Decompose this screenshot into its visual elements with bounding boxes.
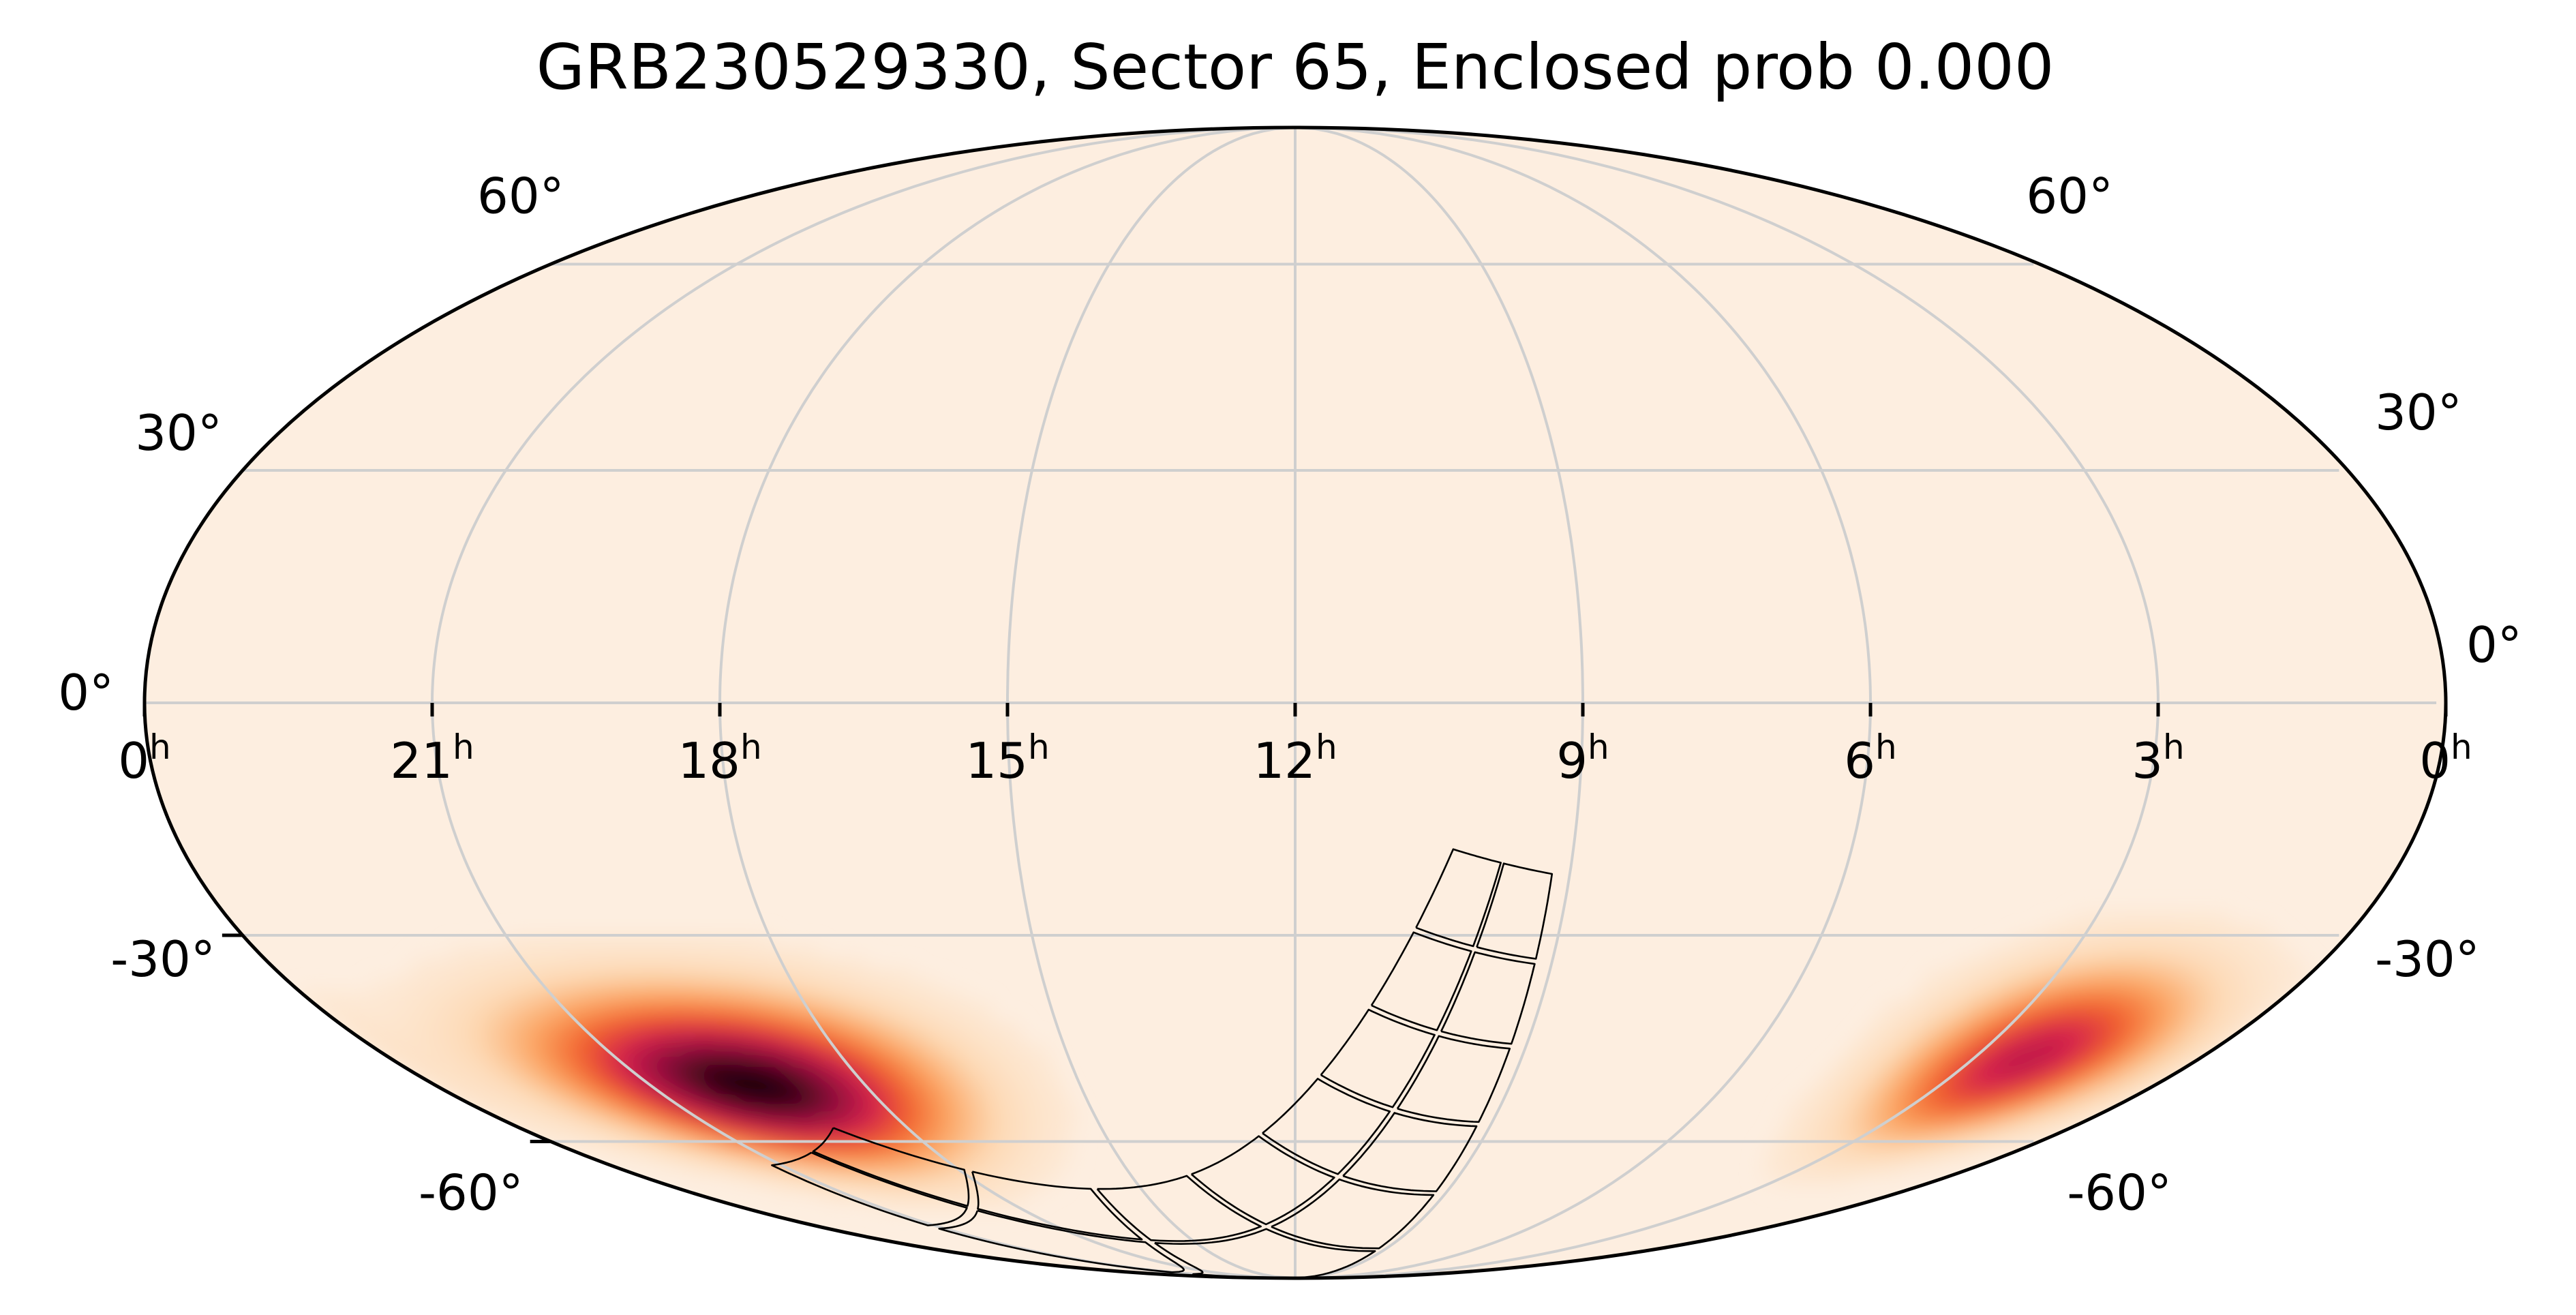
ra-tick-label: 18h <box>678 727 761 789</box>
ccd-outline <box>1154 1228 1376 1278</box>
ccd-outline <box>938 1209 1185 1273</box>
ccd-outline <box>971 1170 1143 1241</box>
axis-ticks <box>142 703 2448 1143</box>
ccd-outline <box>1190 1135 1335 1226</box>
axis-labels: 0h 21h 18h 15h 12h 9h 6h 3h 0h 60° 60° 30° 30° 0° 0° -3… <box>58 168 2522 1222</box>
prob-cell <box>1982 946 2014 958</box>
probability-heatmap <box>297 911 2318 1210</box>
ra-tick-label: 0h <box>118 727 171 789</box>
prob-cell <box>368 978 404 991</box>
ra-tick-label: 15h <box>965 727 1049 789</box>
ra-tick-label: 0h <box>2419 727 2472 789</box>
ccd-outline <box>1476 862 1554 960</box>
ra-tick-label: 3h <box>2132 727 2185 789</box>
ccd-outline <box>771 1151 968 1226</box>
ccd-outline <box>1342 1112 1478 1192</box>
dec-tick-label-left: 60° <box>477 168 564 225</box>
dec-tick-label-right: -60° <box>2067 1164 2172 1221</box>
dec-tick-label-right: 60° <box>2026 168 2113 225</box>
dec-tick-label-left: -60° <box>419 1164 524 1221</box>
chart-title: GRB230529330, Sector 65, Enclosed prob 0… <box>536 31 2055 104</box>
dec-tick-label-right: 0° <box>2466 616 2522 674</box>
dec-tick-label-left: 0° <box>58 664 114 721</box>
dec-tick-label-right: -30° <box>2375 931 2480 988</box>
prob-cell <box>1953 956 1984 969</box>
dec-tick-label-left: -30° <box>110 931 215 988</box>
prob-cell <box>400 967 436 980</box>
ccd-outline <box>1096 1175 1262 1242</box>
ccd-outline <box>1415 848 1502 948</box>
ra-tick-label: 9h <box>1556 727 1609 789</box>
sector-footprint <box>771 848 1554 1278</box>
ccd-outline <box>1370 931 1472 1031</box>
dec-tick-label-left: 30° <box>135 404 222 462</box>
ra-tick-label: 12h <box>1253 727 1337 789</box>
ra-tick-label: 21h <box>390 727 474 789</box>
ccd-outline <box>1271 1178 1435 1250</box>
prob-cell <box>446 946 480 958</box>
prob-cell <box>1880 1000 1912 1013</box>
ccd-outline <box>1320 1008 1436 1108</box>
prob-cell <box>412 956 446 969</box>
dec-tick-label-right: 30° <box>2375 384 2462 441</box>
ccd-outline <box>1440 951 1536 1045</box>
ccd-outline <box>812 1127 970 1207</box>
ccd-outline <box>1396 1035 1511 1123</box>
ccd-outline <box>1262 1078 1391 1175</box>
ra-tick-label: 6h <box>1844 727 1897 789</box>
prob-cell <box>1924 967 1956 980</box>
